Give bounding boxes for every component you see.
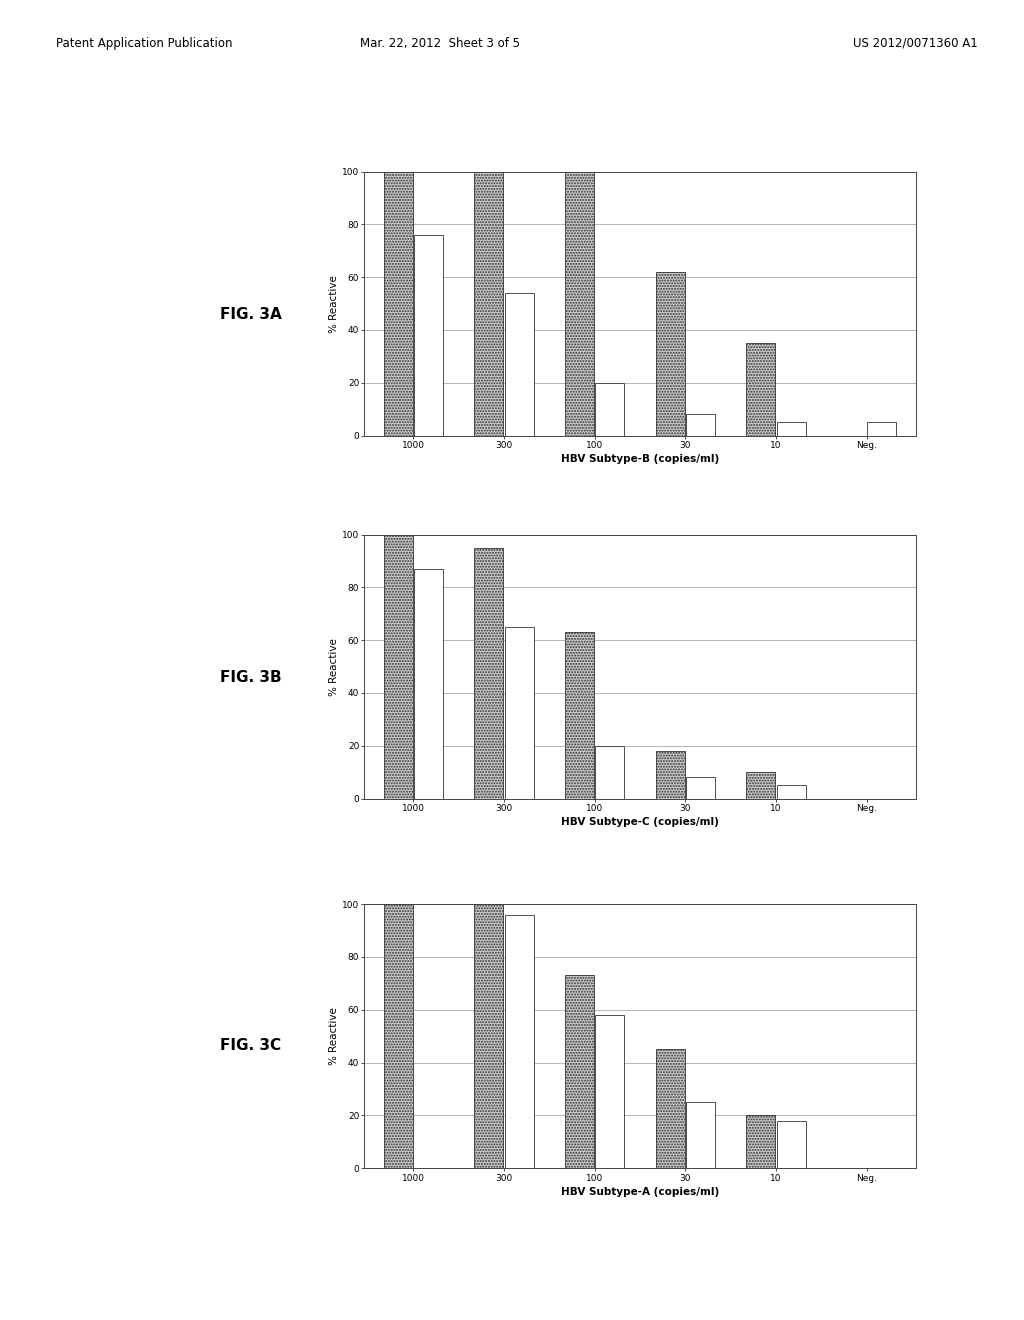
Bar xyxy=(505,627,534,799)
Bar xyxy=(505,915,534,1168)
Text: Patent Application Publication: Patent Application Publication xyxy=(56,37,232,50)
Bar xyxy=(595,746,625,799)
Text: Mar. 22, 2012  Sheet 3 of 5: Mar. 22, 2012 Sheet 3 of 5 xyxy=(360,37,520,50)
Bar xyxy=(595,383,625,436)
Bar xyxy=(746,343,775,436)
Bar xyxy=(595,1015,625,1168)
X-axis label: HBV Subtype-C (copies/ml): HBV Subtype-C (copies/ml) xyxy=(561,817,719,828)
Bar xyxy=(776,785,806,799)
Text: US 2012/0071360 A1: US 2012/0071360 A1 xyxy=(853,37,978,50)
Bar xyxy=(474,172,504,436)
X-axis label: HBV Subtype-A (copies/ml): HBV Subtype-A (copies/ml) xyxy=(561,1187,719,1197)
Bar xyxy=(384,172,413,436)
Text: FIG. 3A: FIG. 3A xyxy=(220,306,282,322)
Bar xyxy=(414,569,443,799)
Bar xyxy=(655,751,685,799)
Bar xyxy=(384,904,413,1168)
Bar xyxy=(746,772,775,799)
Bar xyxy=(776,1121,806,1168)
Text: FIG. 3C: FIG. 3C xyxy=(220,1038,282,1053)
Bar xyxy=(867,422,896,436)
Bar xyxy=(474,548,504,799)
X-axis label: HBV Subtype-B (copies/ml): HBV Subtype-B (copies/ml) xyxy=(561,454,719,465)
Bar xyxy=(384,535,413,799)
Bar xyxy=(474,904,504,1168)
Bar xyxy=(565,975,594,1168)
Bar xyxy=(686,1102,715,1168)
Bar xyxy=(505,293,534,436)
Bar xyxy=(686,414,715,436)
Bar xyxy=(565,172,594,436)
Bar xyxy=(655,272,685,436)
Text: FIG. 3B: FIG. 3B xyxy=(220,669,282,685)
Bar xyxy=(414,235,443,436)
Bar xyxy=(746,1115,775,1168)
Y-axis label: % Reactive: % Reactive xyxy=(330,1007,339,1065)
Y-axis label: % Reactive: % Reactive xyxy=(330,275,339,333)
Y-axis label: % Reactive: % Reactive xyxy=(330,638,339,696)
Bar xyxy=(686,777,715,799)
Bar xyxy=(776,422,806,436)
Bar xyxy=(655,1049,685,1168)
Bar xyxy=(565,632,594,799)
